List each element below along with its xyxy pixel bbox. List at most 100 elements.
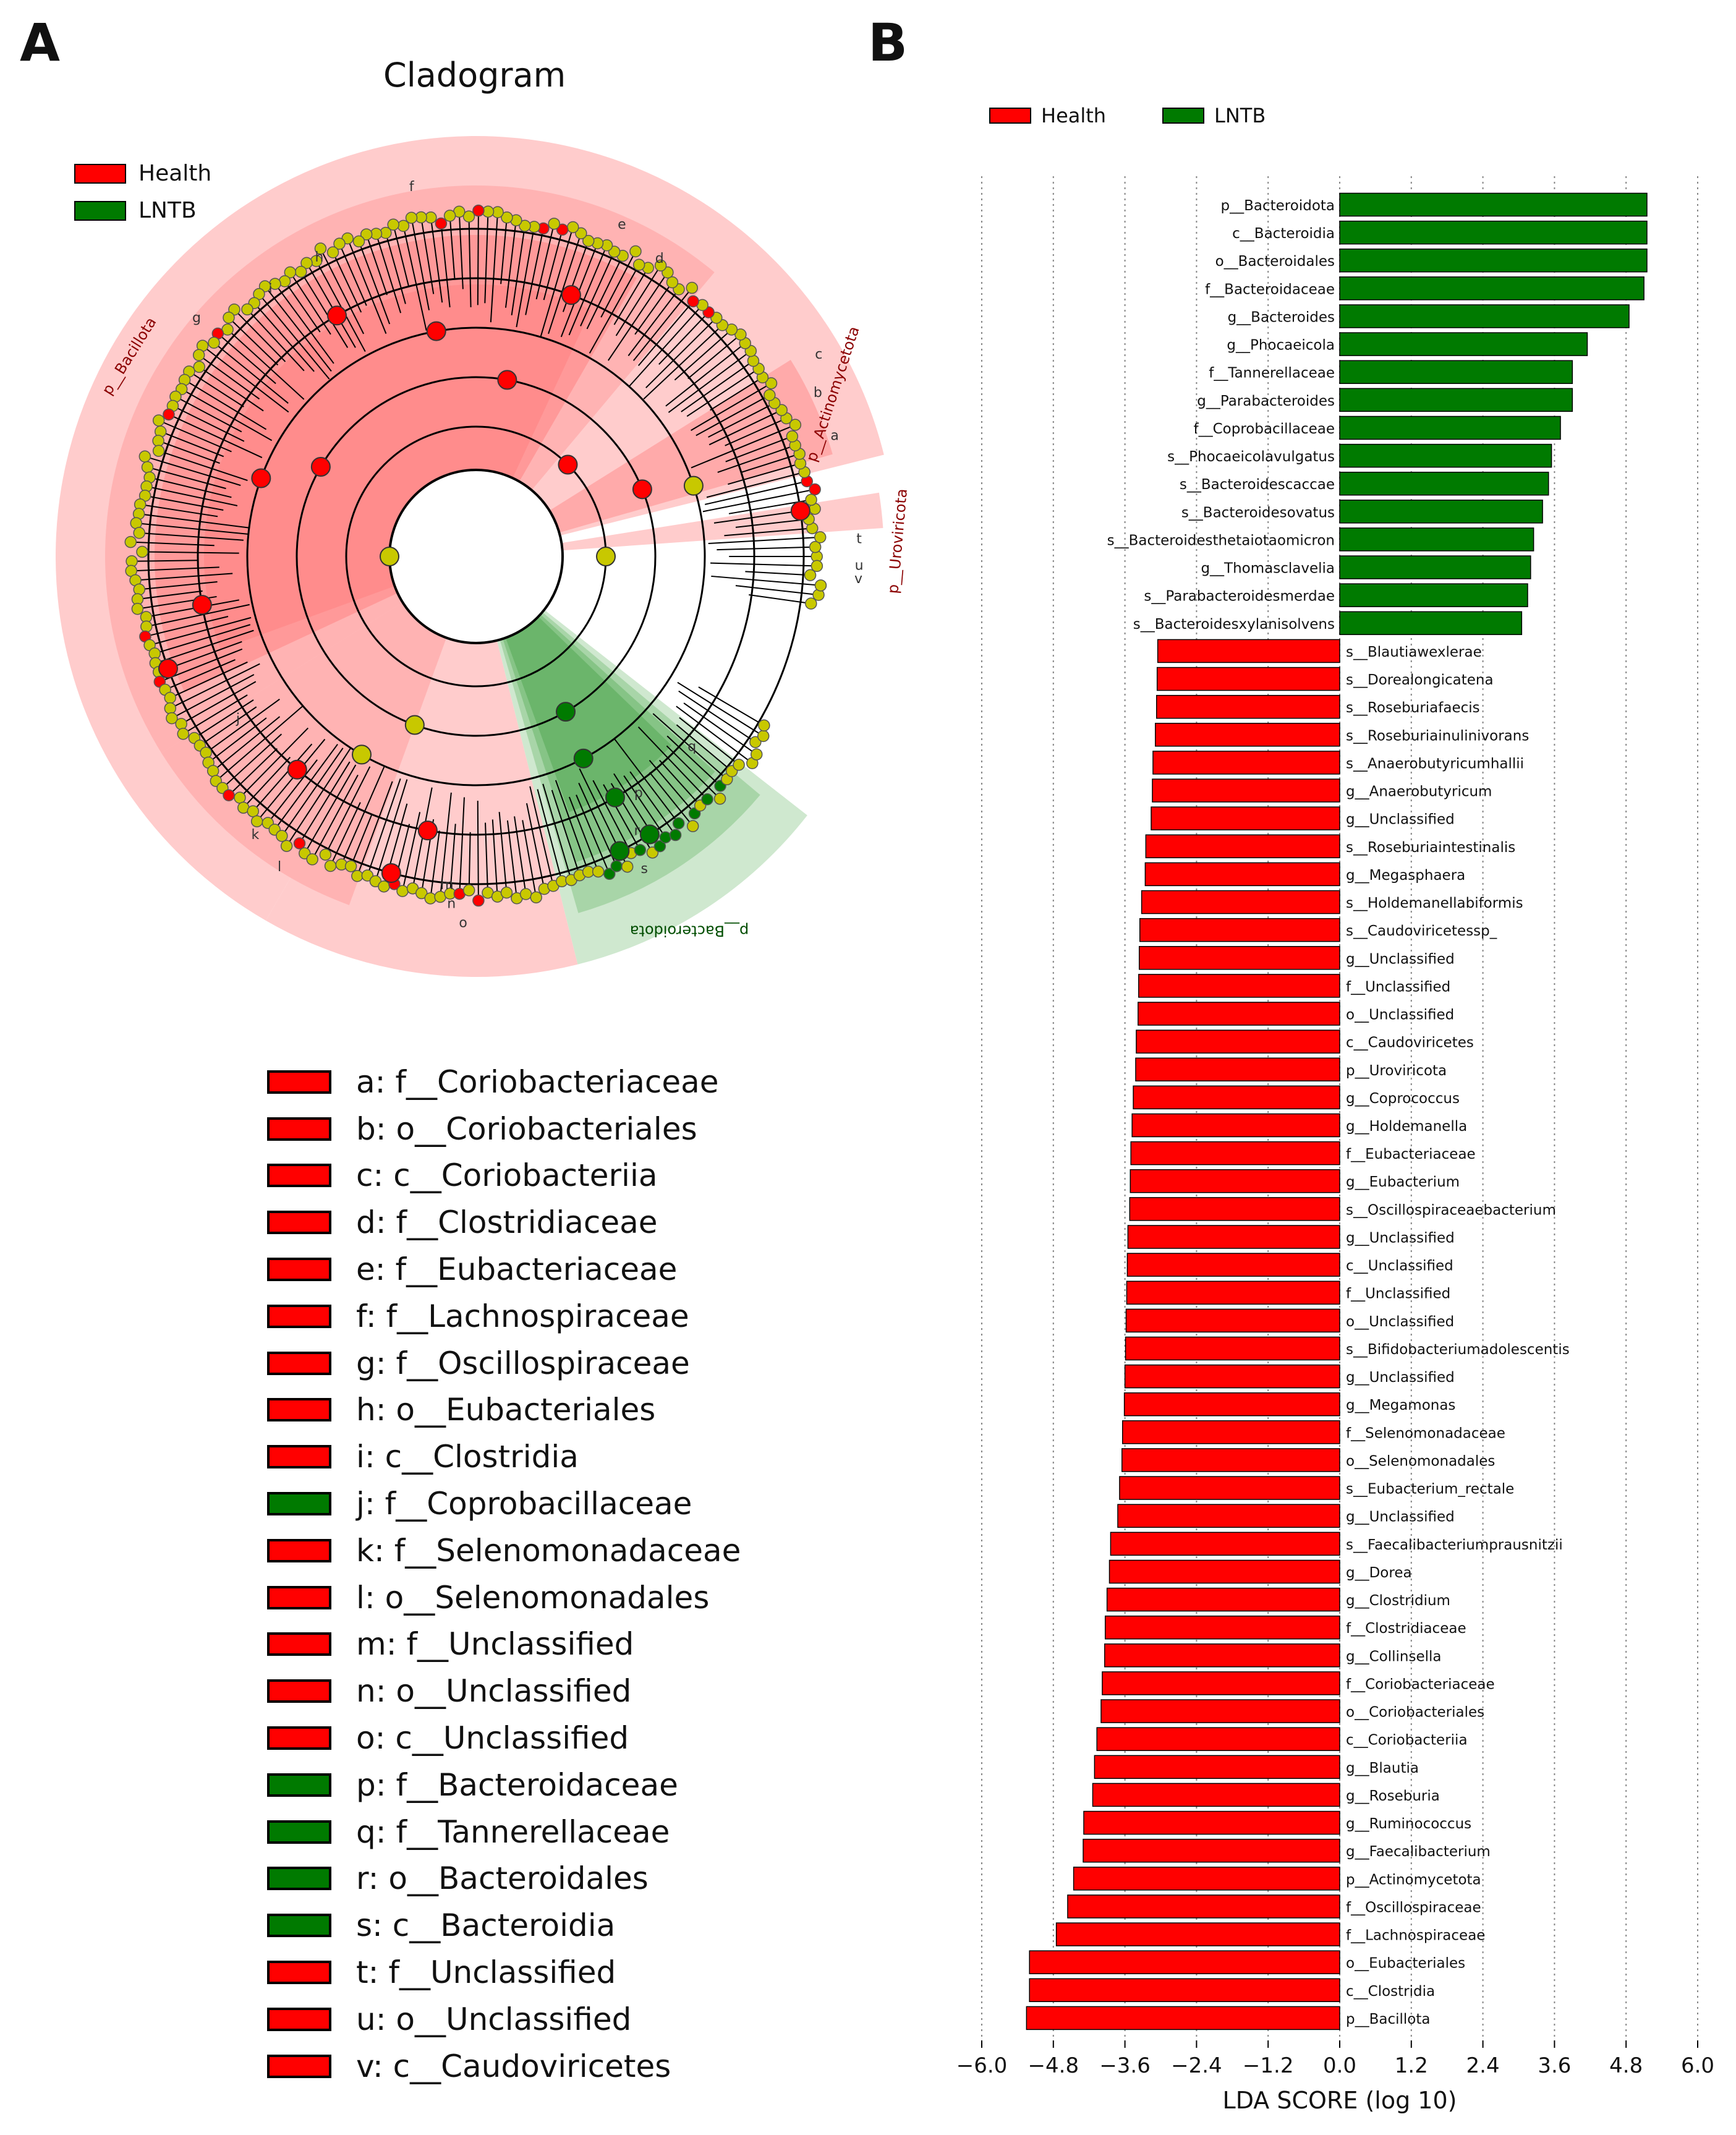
bar bbox=[1156, 667, 1340, 691]
legend-swatch-lntb bbox=[74, 200, 126, 221]
key-item: g: f__Oscillospiraceae bbox=[267, 1340, 741, 1387]
bar bbox=[1117, 1504, 1340, 1528]
branch bbox=[440, 223, 451, 308]
key-item: f: f__Lachnospiraceae bbox=[267, 1293, 741, 1340]
clade-letter: a bbox=[830, 428, 838, 443]
branch bbox=[194, 699, 254, 739]
branch bbox=[198, 366, 264, 412]
key-item: h: o__Eubacteriales bbox=[267, 1387, 741, 1434]
leaf-node bbox=[500, 886, 513, 899]
x-tick-label: 4.8 bbox=[1609, 2053, 1643, 2078]
key-label: g: f__Oscillospiraceae bbox=[356, 1345, 690, 1381]
key-item: o: c__Unclassified bbox=[267, 1715, 741, 1762]
branch bbox=[500, 217, 508, 284]
internal-node bbox=[310, 457, 331, 477]
branch bbox=[706, 471, 805, 498]
cladogram-rings: p__Bacillota p__Actinomycetotap__Uroviric… bbox=[56, 135, 911, 977]
key-label: r: o__Bacteroidales bbox=[356, 1860, 649, 1897]
bar bbox=[1135, 1057, 1340, 1082]
branch bbox=[586, 255, 624, 330]
branch bbox=[555, 780, 589, 872]
branch bbox=[623, 775, 666, 838]
bar bbox=[1133, 1085, 1340, 1110]
branch bbox=[325, 766, 371, 855]
x-tick-label: 0.0 bbox=[1323, 2053, 1356, 2078]
bar bbox=[1155, 723, 1340, 747]
branch bbox=[199, 706, 257, 746]
leaf-node bbox=[280, 840, 293, 852]
bar-label: c__Coriobacteriia bbox=[1346, 1732, 1468, 1749]
leaf-node bbox=[634, 844, 647, 856]
bar-label: o__Bacteroidales bbox=[1215, 254, 1335, 270]
bar-label: g__Coprococcus bbox=[1346, 1091, 1460, 1107]
branch bbox=[239, 727, 309, 798]
key-label: l: o__Selenomonadales bbox=[356, 1579, 710, 1616]
bar-label: g__Megasphaera bbox=[1346, 867, 1465, 884]
branch bbox=[139, 581, 218, 590]
key-swatch bbox=[267, 1211, 331, 1235]
branch bbox=[181, 681, 257, 725]
key-label: k: f__Selenomonadaceae bbox=[356, 1532, 741, 1569]
bar bbox=[1105, 1615, 1340, 1640]
branch bbox=[740, 453, 800, 474]
key-item: a: f__Coriobacteriaceae bbox=[267, 1059, 741, 1106]
branch bbox=[677, 681, 764, 737]
leaf-node bbox=[758, 719, 770, 732]
bar-label: f__Oscillospiraceae bbox=[1346, 1899, 1481, 1916]
bar-label: g__Unclassified bbox=[1346, 1509, 1455, 1525]
bar bbox=[1144, 862, 1340, 887]
branch bbox=[256, 738, 326, 822]
bar bbox=[1339, 276, 1645, 300]
lda-legend-health: Health bbox=[989, 104, 1106, 127]
key-swatch bbox=[267, 1117, 331, 1141]
branch bbox=[459, 797, 465, 894]
branch bbox=[300, 271, 349, 348]
leaf-node bbox=[133, 527, 145, 539]
clade-letter: p bbox=[634, 786, 643, 801]
clade-letter: l bbox=[278, 859, 281, 875]
branch bbox=[267, 759, 318, 824]
bar-label: g__Faecalibacterium bbox=[1346, 1844, 1491, 1860]
branch bbox=[698, 686, 765, 727]
lda-legend-swatch-health bbox=[989, 108, 1031, 124]
leaf-node bbox=[548, 218, 560, 230]
branch bbox=[691, 382, 772, 431]
branch bbox=[136, 522, 249, 535]
bar bbox=[1029, 1978, 1340, 2003]
branch bbox=[708, 536, 820, 544]
key-item: b: o__Coriobacteriales bbox=[267, 1106, 741, 1153]
bar bbox=[1139, 918, 1340, 942]
bar-label: o__Eubacteriales bbox=[1346, 1956, 1465, 1972]
branch bbox=[228, 317, 279, 366]
bar-label: g__Clostridium bbox=[1346, 1593, 1450, 1609]
bar-label: g__Collinsella bbox=[1346, 1648, 1442, 1664]
branch bbox=[745, 571, 811, 576]
branch bbox=[138, 513, 250, 529]
key-label: b: o__Coriobacteriales bbox=[356, 1110, 697, 1147]
bar-label: s__Bacteroidescaccae bbox=[1180, 477, 1335, 493]
key-item: r: o__Bacteroidales bbox=[267, 1856, 741, 1903]
bar-label: p__Bacteroidota bbox=[1221, 198, 1335, 214]
branch bbox=[511, 226, 525, 316]
branch bbox=[628, 289, 679, 356]
bar bbox=[1157, 639, 1340, 663]
leaf-node bbox=[405, 211, 418, 224]
branch bbox=[676, 724, 733, 772]
key-item: j: f__Coprobacillaceae bbox=[267, 1480, 741, 1527]
bar bbox=[1139, 946, 1340, 970]
branch bbox=[652, 713, 728, 780]
branch bbox=[217, 333, 276, 385]
branch bbox=[506, 820, 517, 898]
x-tick-label: 1.2 bbox=[1395, 2053, 1428, 2078]
branch bbox=[485, 822, 488, 893]
internal-node bbox=[352, 744, 372, 765]
branch bbox=[458, 211, 464, 289]
branch bbox=[514, 816, 527, 895]
branch bbox=[149, 616, 252, 646]
bar bbox=[1126, 1253, 1340, 1277]
branch bbox=[668, 350, 751, 413]
branch bbox=[537, 789, 563, 882]
bar bbox=[1131, 1113, 1340, 1138]
bar bbox=[1129, 1197, 1340, 1221]
branch bbox=[227, 329, 305, 400]
